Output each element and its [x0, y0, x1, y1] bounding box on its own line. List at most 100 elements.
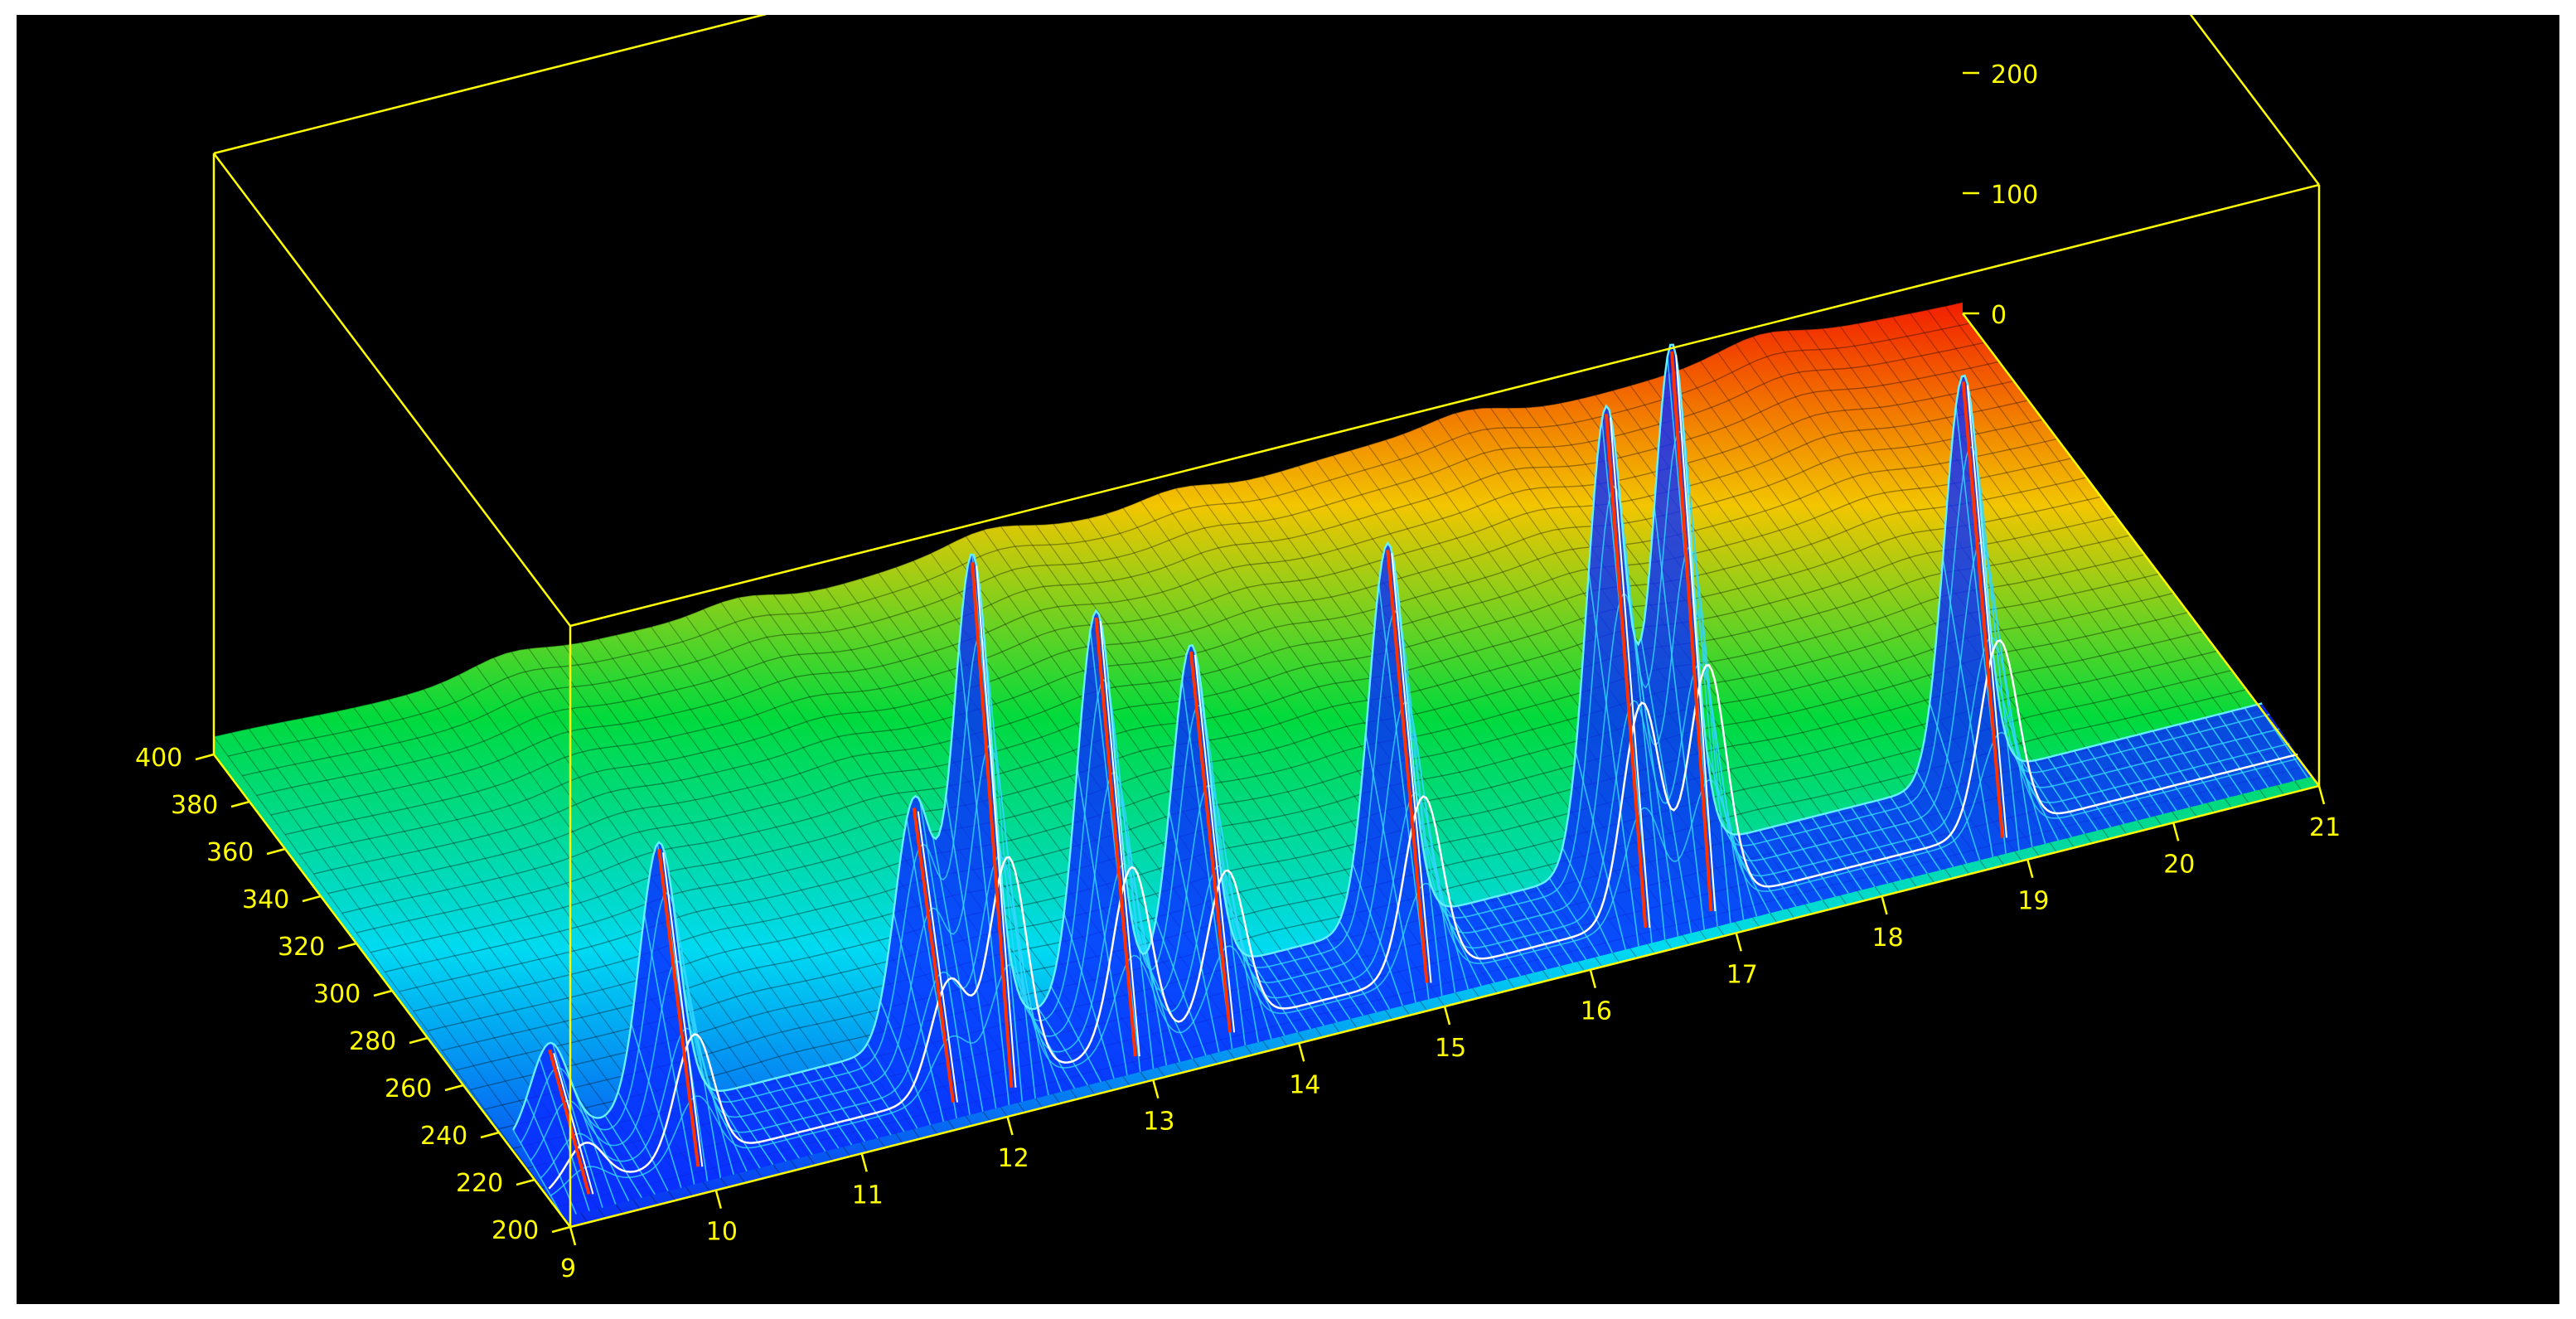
front-mesh-rib [2138, 734, 2191, 808]
front-mesh-rib [2191, 720, 2243, 795]
background-mesh-line [356, 495, 2106, 933]
front-mesh-rib [1063, 913, 1115, 1079]
peak-5-ridge [1094, 617, 1137, 1057]
x-tick-label: 14 [1289, 1070, 1320, 1099]
front-mesh-rib [1339, 920, 1391, 1010]
front-mesh-rib [945, 795, 997, 1109]
front-mesh-rib [1758, 829, 1810, 904]
y-tick-label: 280 [349, 1027, 396, 1056]
z-tick-label: 200 [1991, 61, 2038, 90]
background-mesh-line [456, 630, 2206, 1071]
y-tick-label: 200 [491, 1216, 539, 1245]
y-tick-label: 360 [206, 838, 254, 867]
peak-6-ridge [1189, 651, 1232, 1033]
front-mesh-rib [1942, 557, 1994, 857]
y-tick-label: 320 [278, 933, 325, 962]
front-mesh-rib [827, 1064, 879, 1139]
x-tick-14 [1297, 1042, 1305, 1062]
front-mesh-rib [2204, 717, 2256, 792]
peak-7-highlight [1391, 553, 1432, 983]
front-mesh-rib [2152, 730, 2204, 805]
peak-2-highlight [662, 852, 704, 1167]
axis-box-edge [2189, 15, 2320, 186]
x-tick-label: 13 [1143, 1108, 1174, 1137]
front-mesh-rib [1575, 751, 1626, 950]
front-mesh-rib [2113, 740, 2164, 815]
front-mesh-rib [1456, 905, 1508, 980]
x-tick-9 [569, 1226, 577, 1246]
surface-chart: 9 10 11 12 13 14 15 16 17 18 19 20 21 200 220 240 260 280… [135, 15, 2341, 1283]
y-tick-220 [516, 1178, 535, 1186]
x-tick-label: 19 [2017, 887, 2049, 916]
peak-9-highlight [1675, 354, 1717, 912]
background-mesh-line [413, 572, 2162, 1012]
front-mesh-rib [1470, 902, 1522, 977]
front-mesh-rib [2034, 759, 2085, 835]
front-mesh-rib [1915, 770, 1968, 865]
front-mesh-rib [1850, 807, 1902, 881]
front-mesh-rib [1089, 630, 1141, 1073]
front-mesh-rib [1194, 652, 1247, 1046]
front-mesh-rib [722, 1090, 774, 1166]
y-tick-240 [480, 1131, 500, 1139]
background-mesh-line [327, 456, 2077, 895]
front-mesh-rib [2230, 710, 2283, 785]
y-tick-320 [337, 942, 357, 950]
y-tick-280 [409, 1036, 429, 1045]
peak-1-highlight [553, 1053, 594, 1195]
x-tick-10 [714, 1190, 723, 1210]
x-tick-16 [1589, 969, 1597, 989]
background-mesh-line [982, 529, 1340, 1034]
front-mesh-rib [1548, 877, 1600, 957]
front-mesh-rib [551, 1043, 603, 1208]
front-mesh-rib [932, 836, 984, 1113]
x-tick-label: 10 [706, 1218, 738, 1247]
background-mesh-line [341, 475, 2091, 914]
x-tick-13 [1152, 1079, 1160, 1099]
y-tick-label: 260 [385, 1074, 432, 1103]
y-tick-label: 380 [171, 791, 218, 820]
front-mesh-rib [1312, 942, 1364, 1016]
y-tick-label: 240 [420, 1122, 467, 1151]
peak-9-ridge [1670, 351, 1713, 912]
front-mesh-rib [2178, 724, 2230, 798]
front-mesh-rib [735, 1088, 787, 1162]
front-mesh-rib [1352, 863, 1403, 1006]
front-mesh-rib [1562, 847, 1614, 953]
x-tick-label: 15 [1435, 1034, 1466, 1063]
chromatogram-trace [548, 639, 2298, 1190]
background-mesh-line [528, 647, 886, 1148]
front-mesh-rib [1076, 767, 1128, 1076]
front-mesh-rib [1050, 986, 1102, 1083]
front-peak-surface [512, 343, 2312, 1218]
peak-3-highlight [917, 811, 958, 1103]
front-mesh-rib [525, 1097, 577, 1215]
front-mesh-rib [814, 1068, 866, 1142]
y-tick-260 [444, 1084, 464, 1092]
x-tick-label: 20 [2163, 850, 2195, 879]
front-mesh-rib [1535, 885, 1587, 960]
x-tick-label: 18 [1872, 924, 1904, 953]
background-mesh-line [228, 321, 1978, 757]
background-surface-fill [214, 302, 2319, 1228]
front-mesh-rib [2099, 744, 2151, 818]
front-surface-edge [512, 343, 2263, 1131]
front-mesh-rib [630, 1023, 682, 1188]
front-mesh-rib [709, 1087, 761, 1169]
z-tick-label: 100 [1991, 181, 2038, 210]
front-mesh-rib [2217, 714, 2269, 788]
front-mesh-rib [1588, 571, 1639, 947]
background-mesh-line [213, 736, 571, 1228]
axis-box-edge [213, 153, 571, 627]
peak-10-highlight [1966, 385, 2007, 838]
y-tick-360 [266, 847, 286, 856]
front-mesh-rib [643, 914, 695, 1185]
x-tick-label: 21 [2309, 813, 2341, 842]
background-mesh-line [270, 379, 2020, 816]
front-mesh-rib [801, 1071, 853, 1146]
axis-box-edge [569, 183, 2320, 628]
background-mesh-line [399, 553, 2148, 992]
front-mesh-rib [2047, 757, 2099, 832]
front-mesh-rib [617, 1091, 669, 1192]
front-mesh-rib [1863, 803, 1915, 878]
